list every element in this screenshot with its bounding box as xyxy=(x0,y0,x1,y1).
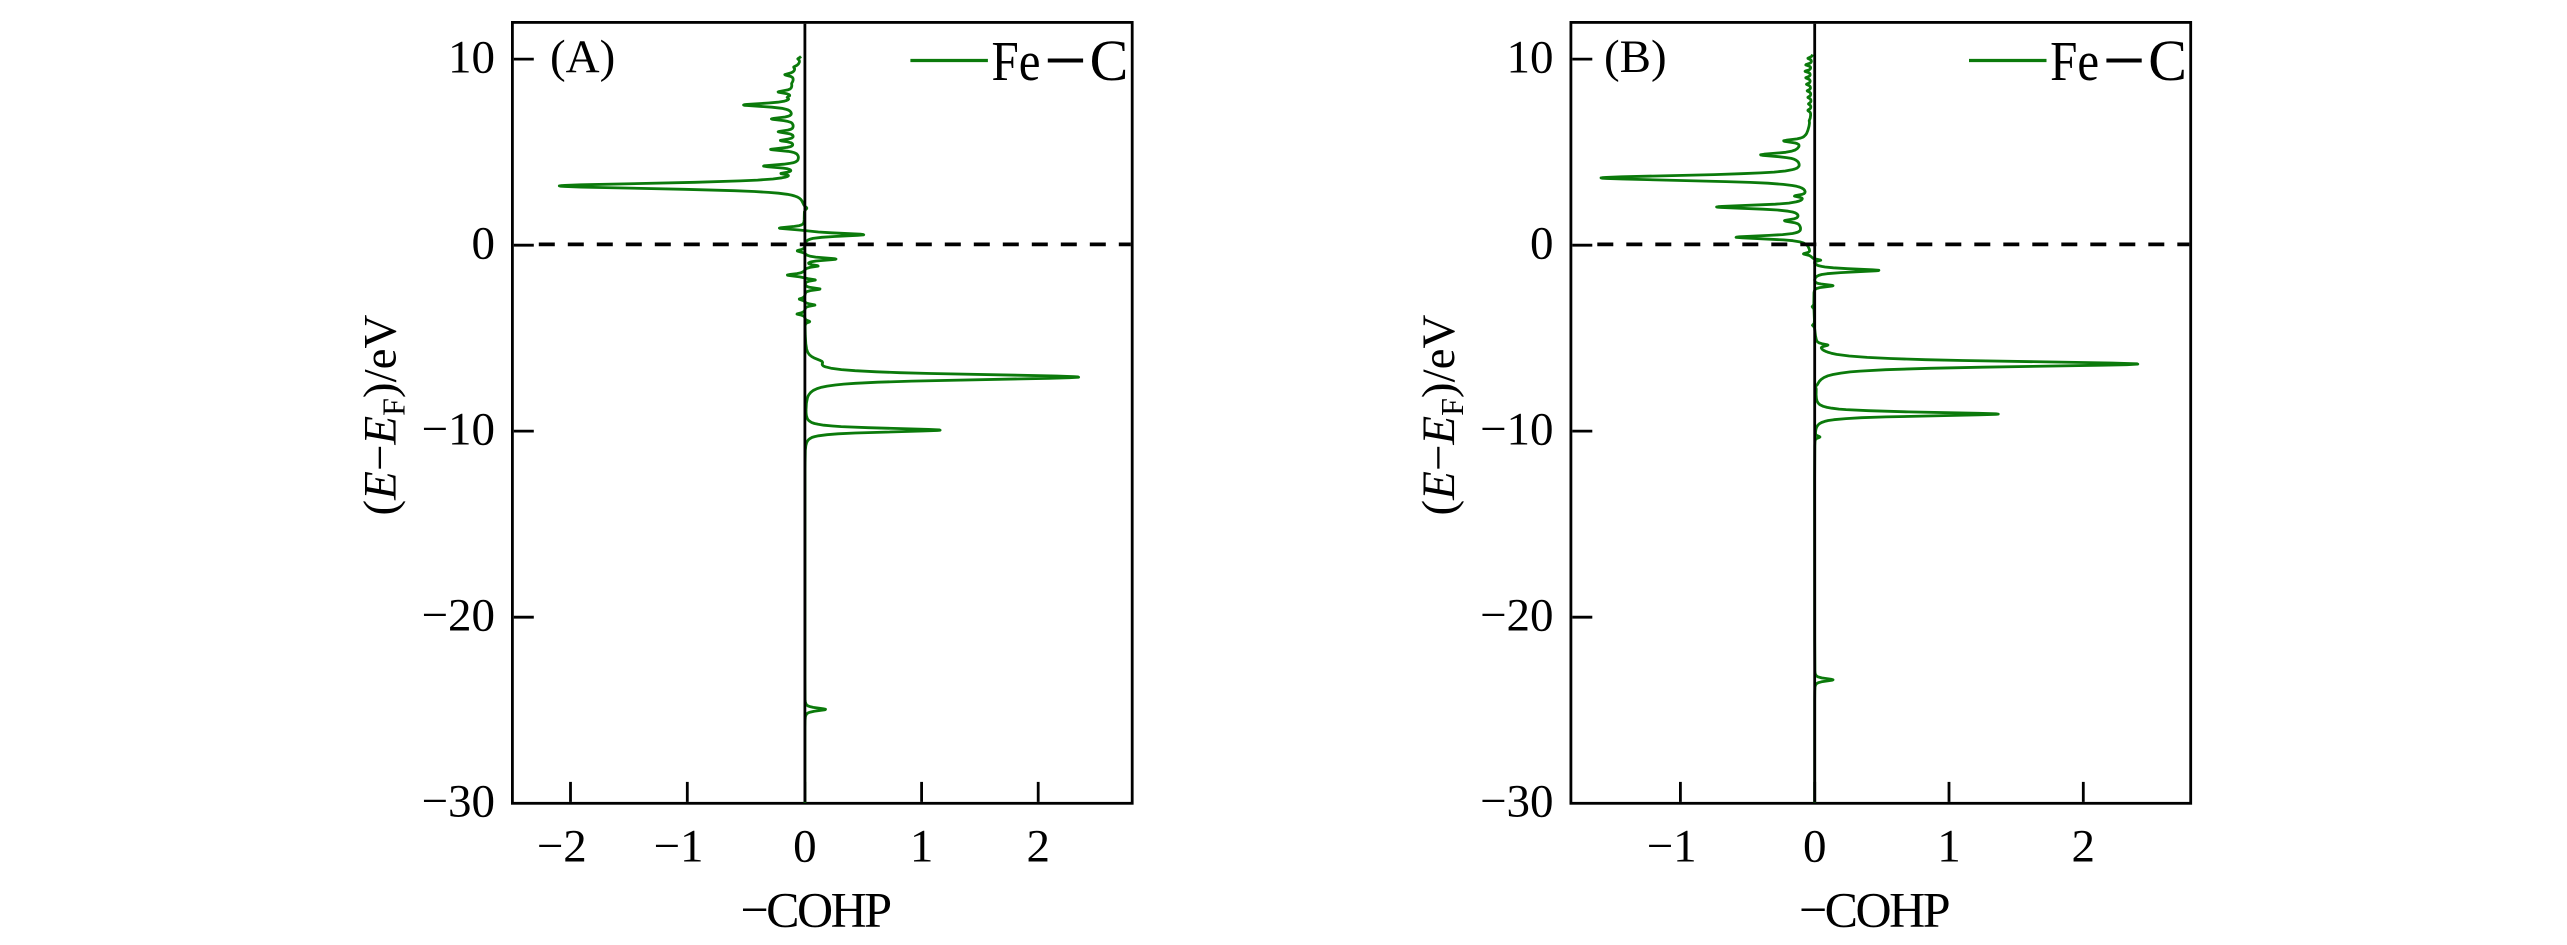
svg-text:−20: −20 xyxy=(1480,590,1554,642)
svg-text:0: 0 xyxy=(472,218,496,270)
svg-text:−10: −10 xyxy=(421,403,495,455)
svg-text:2: 2 xyxy=(2072,821,2096,873)
svg-text:−20: −20 xyxy=(421,590,495,642)
svg-text:−30: −30 xyxy=(421,776,495,828)
svg-text:2: 2 xyxy=(1026,821,1050,873)
svg-text:0: 0 xyxy=(793,821,817,873)
svg-text:1: 1 xyxy=(910,821,934,873)
svg-text:Fe: Fe xyxy=(2050,31,2099,93)
svg-text:10: 10 xyxy=(448,31,495,83)
svg-text:−COHP: −COHP xyxy=(1799,882,1949,938)
svg-text:(A): (A) xyxy=(550,31,615,83)
svg-text:0: 0 xyxy=(1530,218,1554,270)
svg-text:10: 10 xyxy=(1507,31,1554,83)
svg-text:0: 0 xyxy=(1803,821,1827,873)
svg-text:−30: −30 xyxy=(1480,776,1554,828)
svg-text:1: 1 xyxy=(1937,821,1961,873)
svg-text:−1: −1 xyxy=(1647,821,1697,873)
svg-text:C: C xyxy=(2148,28,2187,93)
svg-text:−COHP: −COHP xyxy=(740,882,890,938)
svg-text:(E−EF)/eV: (E−EF)/eV xyxy=(355,314,412,515)
svg-text:(B): (B) xyxy=(1604,31,1667,83)
svg-text:−2: −2 xyxy=(537,821,587,873)
svg-text:−1: −1 xyxy=(653,821,703,873)
svg-text:C: C xyxy=(1090,28,1129,93)
svg-text:Fe: Fe xyxy=(992,31,1041,93)
svg-text:−10: −10 xyxy=(1480,403,1554,455)
